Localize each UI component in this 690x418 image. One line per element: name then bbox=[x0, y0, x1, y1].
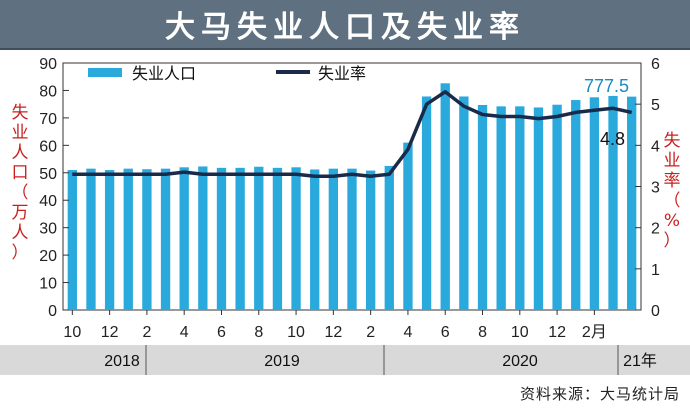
x-tick-label: 12 bbox=[324, 324, 342, 341]
right-tick-label: 0 bbox=[651, 303, 660, 320]
bar bbox=[67, 170, 77, 310]
chart-title: 大马失业人口及失业率 bbox=[165, 10, 525, 45]
rate-callout-label: 4.8 bbox=[600, 129, 625, 149]
legend-bar-label: 失业人口 bbox=[132, 64, 196, 83]
rate-line bbox=[72, 90, 633, 178]
left-tick-label: 0 bbox=[48, 303, 57, 320]
bar bbox=[198, 166, 208, 310]
bar bbox=[552, 104, 562, 311]
x-axis-ticks: 10 12 2 4 6 8 10 12 2 4 6 8 10 12 2月 bbox=[63, 310, 607, 341]
right-tick-label: 2 bbox=[651, 221, 660, 238]
left-tick-label: 60 bbox=[39, 138, 57, 155]
x-tick-label: 6 bbox=[217, 324, 226, 341]
x-tick-label: 12 bbox=[101, 324, 119, 341]
right-tick-label: 5 bbox=[651, 97, 660, 114]
bar bbox=[515, 106, 525, 311]
x-tick-label: 4 bbox=[403, 324, 412, 341]
bar bbox=[272, 167, 283, 310]
x-tick-label: 8 bbox=[254, 324, 263, 341]
left-tick-label: 40 bbox=[39, 193, 57, 210]
bar bbox=[235, 167, 245, 310]
legend-line-label: 失业率 bbox=[318, 64, 366, 83]
bar bbox=[86, 168, 96, 310]
x-tick-label: 2月 bbox=[582, 324, 607, 341]
right-tick-label: 3 bbox=[651, 180, 660, 197]
x-tick-label: 4 bbox=[180, 324, 189, 341]
x-tick-label: 10 bbox=[63, 324, 81, 341]
right-tick-label: 6 bbox=[651, 56, 660, 73]
bars-layer bbox=[67, 83, 637, 311]
axis-title-text: 失业人口（万人） bbox=[12, 103, 29, 263]
bar bbox=[589, 97, 600, 310]
rate-line-layer bbox=[72, 90, 633, 178]
left-axis-ticks: 0 10 20 30 40 50 60 70 80 90 bbox=[39, 56, 69, 320]
left-tick-label: 30 bbox=[39, 221, 57, 238]
bar bbox=[608, 95, 618, 310]
bar bbox=[459, 96, 469, 310]
x-tick-label: 10 bbox=[511, 324, 529, 341]
year-label: 2020 bbox=[502, 353, 538, 370]
bar bbox=[216, 167, 227, 310]
right-tick-label: 1 bbox=[651, 262, 660, 279]
left-tick-label: 90 bbox=[39, 56, 57, 73]
year-band bbox=[0, 345, 690, 375]
bar bbox=[477, 104, 488, 311]
left-tick-label: 70 bbox=[39, 111, 57, 128]
left-tick-label: 50 bbox=[39, 166, 57, 183]
legend-bar-swatch bbox=[88, 68, 122, 77]
bar bbox=[254, 166, 264, 310]
x-tick-label: 2 bbox=[366, 324, 375, 341]
bar bbox=[365, 170, 376, 310]
bar bbox=[123, 168, 133, 310]
left-axis-title: 失业人口（万人） bbox=[12, 103, 29, 263]
left-tick-label: 10 bbox=[39, 276, 57, 293]
x-tick-label: 10 bbox=[287, 324, 305, 341]
year-label: 2018 bbox=[104, 353, 140, 370]
bar bbox=[179, 167, 189, 310]
x-tick-label: 8 bbox=[478, 324, 487, 341]
bar bbox=[571, 100, 581, 310]
bar bbox=[440, 83, 450, 310]
x-tick-label: 6 bbox=[441, 324, 450, 341]
bar bbox=[384, 165, 394, 310]
bar bbox=[104, 170, 115, 310]
right-tick-label: 4 bbox=[651, 138, 660, 155]
bar bbox=[310, 169, 320, 310]
left-tick-label: 80 bbox=[39, 83, 57, 100]
bar bbox=[142, 169, 152, 310]
year-label: 2019 bbox=[264, 353, 300, 370]
bar bbox=[403, 142, 413, 310]
bar bbox=[496, 106, 506, 311]
x-tick-label: 2 bbox=[142, 324, 151, 341]
bar bbox=[627, 96, 637, 310]
bar bbox=[421, 96, 432, 310]
bar bbox=[291, 167, 301, 310]
bar bbox=[160, 168, 171, 310]
right-axis-title: 失业率（%） bbox=[664, 131, 681, 251]
bar-callout-label: 777.5 bbox=[584, 76, 629, 96]
title-bar: 大马失业人口及失业率 bbox=[0, 0, 690, 50]
bar bbox=[533, 107, 544, 311]
year-label: 21年 bbox=[623, 352, 657, 370]
left-tick-label: 20 bbox=[39, 248, 57, 265]
x-tick-label: 12 bbox=[548, 324, 566, 341]
bar bbox=[328, 168, 339, 310]
bar bbox=[347, 168, 357, 310]
axis-title-text: 失业率（%） bbox=[664, 131, 681, 251]
source-note: 资料来源：大马统计局 bbox=[520, 385, 680, 403]
right-axis-ticks: 0 1 2 3 4 5 6 bbox=[635, 56, 660, 320]
